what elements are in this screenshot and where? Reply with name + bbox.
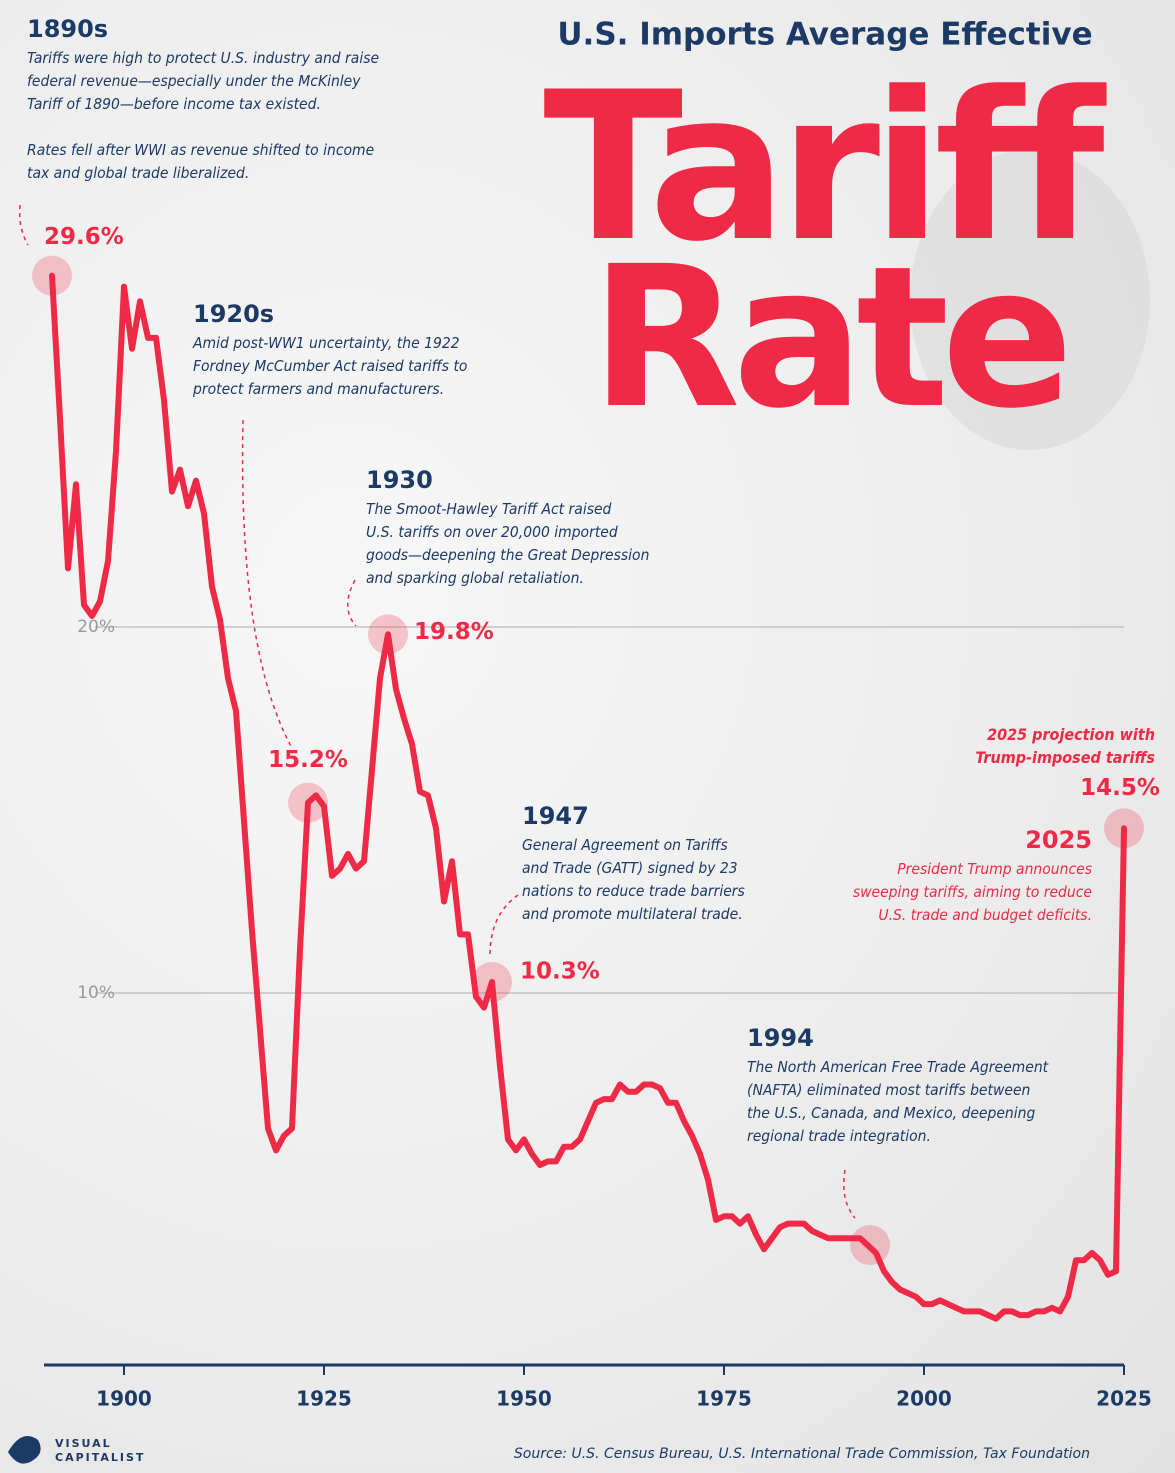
annotation-text: Tariffs were high to protect U.S. indust… <box>27 49 380 67</box>
value-label: 19.8% <box>414 619 494 645</box>
annotation: 1994 The North American Free Trade Agreem… <box>747 1024 1048 1148</box>
x-tick-label: 1975 <box>696 1387 752 1411</box>
annotation-text: General Agreement on Tariffs <box>522 836 728 854</box>
y-tick-label: 20% <box>77 617 115 637</box>
arrows <box>18 204 856 1219</box>
value-label: 14.5% <box>1080 775 1160 801</box>
x-tick-label: 2000 <box>896 1387 952 1411</box>
annotation-text: and sparking global retaliation. <box>366 569 584 587</box>
annotation-text: Fordney McCumber Act raised tariffs to <box>193 357 468 375</box>
arrow <box>843 1169 856 1219</box>
spacer <box>27 116 379 139</box>
annotation: 1930 The Smoot-Hawley Tariff Act raised U.… <box>366 466 649 590</box>
annotation-text: regional trade integration. <box>747 1127 931 1145</box>
value-label: 29.6% <box>44 224 124 250</box>
annotation-heading: 1920s <box>193 300 275 328</box>
arrow <box>241 419 293 749</box>
annotation-text: The North American Free Trade Agreement <box>747 1058 1049 1076</box>
annotation-text: goods—deepening the Great Depression <box>366 546 650 564</box>
arrow <box>18 204 29 246</box>
logo: CAPITALIST <box>55 1451 145 1464</box>
projection-note: 2025 projection with Trump-imposed tariff… <box>975 723 1155 769</box>
big-title: Tariff <box>543 49 1106 287</box>
x-tick-label: 1950 <box>496 1387 552 1411</box>
annotation: 1920s Amid post-WW1 uncertainty, the 1922… <box>193 300 467 401</box>
annotation-text: U.S. trade and budget deficits. <box>878 906 1092 924</box>
annotation-text: tax and global trade liberalized. <box>27 164 250 182</box>
annotation-text: President Trump announces <box>897 860 1092 878</box>
logo-icon <box>8 1436 41 1464</box>
annotation-text: (NAFTA) eliminated most tariffs between <box>747 1081 1031 1099</box>
annotation-heading: 1994 <box>747 1024 814 1052</box>
annotation: 2025 President Trump announces sweeping ta… <box>853 826 1092 927</box>
y-tick-label: 10% <box>77 983 115 1003</box>
annotation-text: and promote multilateral trade. <box>522 905 743 923</box>
value-label: 15.2% <box>268 747 348 773</box>
silhouette <box>910 150 1150 450</box>
annotation-heading: 2025 <box>1025 826 1092 854</box>
big-title: Rate <box>590 224 1065 451</box>
projection-text: Trump-imposed tariffs <box>975 748 1155 767</box>
annotation-text: protect farmers and manufacturers. <box>193 380 445 398</box>
annotation-text: nations to reduce trade barriers <box>522 882 745 900</box>
annotation: 1947 General Agreement on Tariffs and Trad… <box>522 802 745 926</box>
logo: VISUAL <box>55 1437 112 1450</box>
annotation-text: federal revenue—especially under the McK… <box>27 72 361 90</box>
annotation-heading: 1930 <box>366 466 433 494</box>
source: Source: U.S. Census Bureau, U.S. Interna… <box>514 1446 1090 1462</box>
arrow <box>347 579 357 627</box>
annotation: 1890s Tariffs were high to protect U.S. i… <box>27 15 379 185</box>
x-tick-label: 1900 <box>96 1387 152 1411</box>
arrow <box>489 894 519 956</box>
annotation-text: Amid post-WW1 uncertainty, the 1922 <box>193 334 460 352</box>
annotation-heading: 1890s <box>27 15 109 43</box>
annotation-text: and Trade (GATT) signed by 23 <box>522 859 738 877</box>
annotation-text: sweeping tariffs, aiming to reduce <box>852 883 1092 901</box>
annotation-text: U.S. tariffs on over 20,000 imported <box>366 523 618 541</box>
annotation-text: the U.S., Canada, and Mexico, deepening <box>747 1104 1036 1122</box>
annotation-heading: 1947 <box>522 802 589 830</box>
chart-title: U.S. Imports Average Effective <box>557 17 1092 53</box>
tariff-line <box>49 272 1127 1322</box>
annotation-text: Tariff of 1890—before income tax existed… <box>27 95 321 113</box>
projection-text: 2025 projection with <box>987 725 1155 744</box>
x-tick-label: 2025 <box>1096 1387 1152 1411</box>
annotation-text: The Smoot-Hawley Tariff Act raised <box>366 500 612 518</box>
x-tick-label: 1925 <box>296 1387 352 1411</box>
annotation-text: Rates fell after WWI as revenue shifted … <box>27 141 375 159</box>
value-label: 10.3% <box>520 959 600 985</box>
